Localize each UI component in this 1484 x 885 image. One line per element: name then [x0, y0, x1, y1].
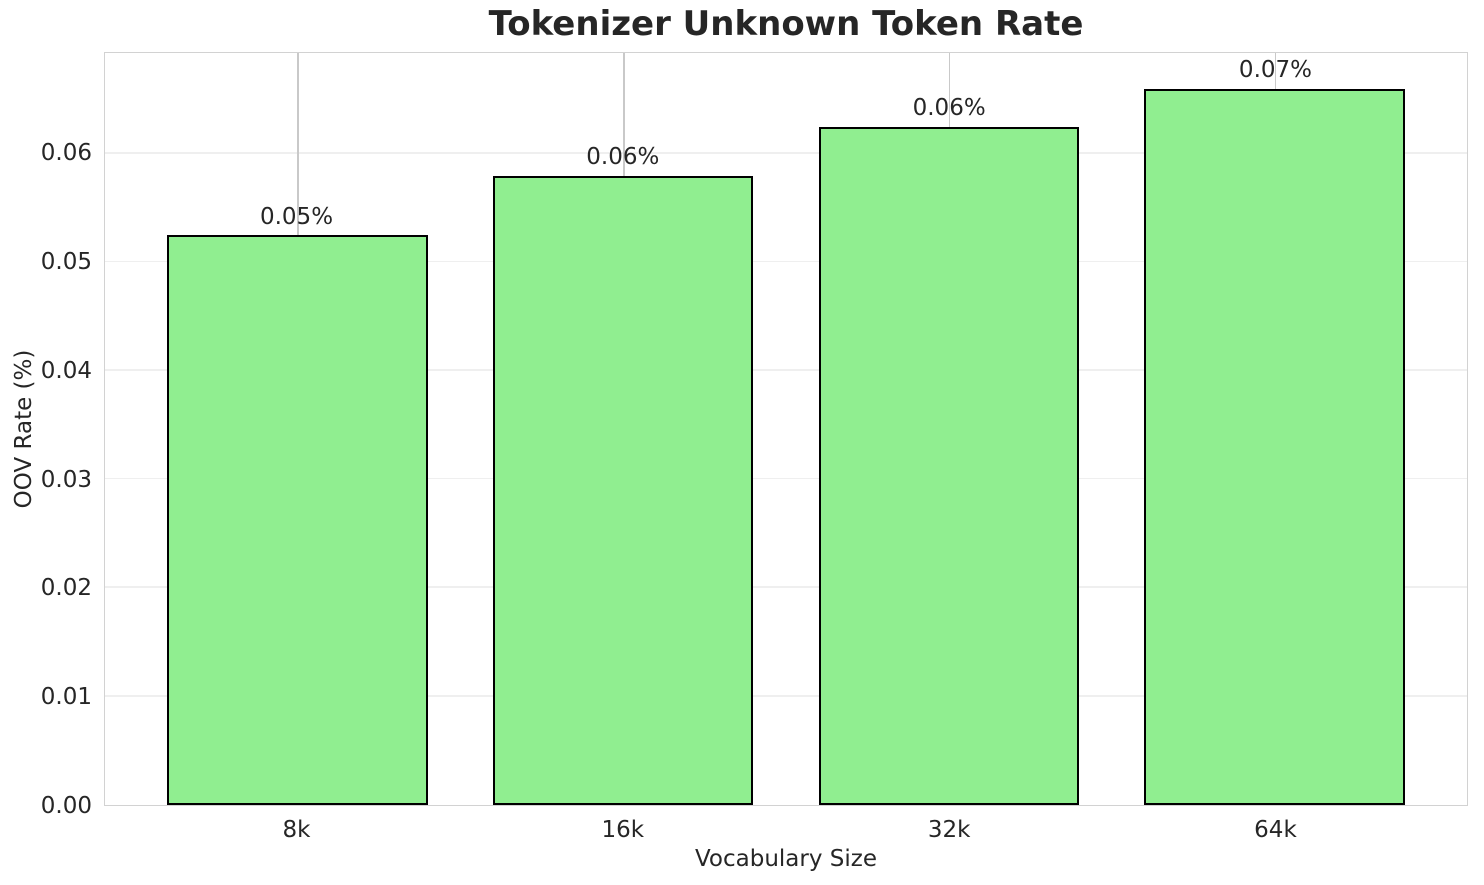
y-tick-label: 0.05	[40, 248, 92, 275]
gridline-horizontal	[105, 477, 1467, 480]
gridline-horizontal	[105, 152, 1467, 154]
bar-32k	[818, 126, 1080, 805]
gridline-horizontal	[105, 695, 1467, 697]
y-tick-label: 0.02	[40, 575, 92, 602]
bar-value-label: 0.05%	[259, 203, 334, 230]
y-tick-label: 0.04	[40, 357, 92, 384]
x-tick-label-64k: 64k	[1254, 817, 1297, 843]
bar-value-label: 0.06%	[586, 143, 660, 170]
x-tick-label-32k: 32k	[927, 817, 971, 843]
x-axis-label: Vocabulary Size	[694, 846, 877, 872]
bar-16k	[492, 175, 754, 805]
gridline-horizontal	[105, 369, 1467, 371]
y-tick-label: 0.01	[40, 684, 92, 711]
y-tick-label: 0.06	[40, 140, 92, 167]
y-tick-label: 0.00	[40, 793, 92, 819]
x-tick-label-8k: 8k	[282, 817, 311, 843]
y-tick-label: 0.03	[40, 466, 92, 493]
bar-value-label: 0.07%	[1238, 56, 1313, 83]
bar-64k	[1144, 88, 1406, 805]
plot-area	[104, 52, 1468, 806]
chart-title: Tokenizer Unknown Token Rate	[488, 4, 1084, 44]
gridline-horizontal	[105, 260, 1467, 263]
x-tick-label-16k: 16k	[601, 817, 645, 843]
gridline-horizontal	[105, 586, 1467, 588]
bar-8k	[166, 235, 428, 805]
bar-value-label: 0.06%	[912, 94, 986, 121]
